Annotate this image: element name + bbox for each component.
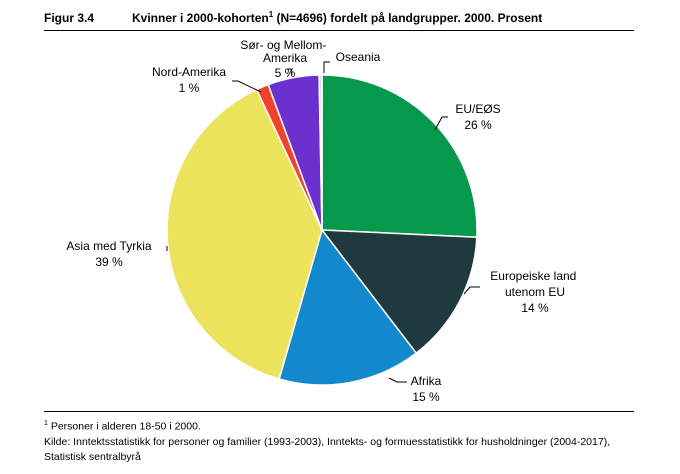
figure-number: Figur 3.4 [44, 11, 95, 25]
leader-line-europeiske-land [463, 286, 480, 295]
slice-label-sor-og-mellom-amerika-line2: Amerika [263, 51, 307, 65]
slice-label-europeiske-land-line1: Europeiske land [490, 269, 576, 283]
slice-label-asia: Asia med Tyrkia [66, 239, 151, 253]
slice-label-eu-eos: EU/EØS [455, 102, 500, 116]
leader-line-sor-og-mellom-amerika [287, 68, 293, 76]
figure-title: Kvinner i 2000-kohorten1 (N=4696) fordel… [132, 10, 543, 25]
pie-slice-oseania [318, 74, 323, 231]
slice-value-nord-amerika: 1 % [179, 81, 200, 95]
top-rule [44, 30, 634, 31]
slice-value-asia: 39 % [95, 255, 123, 269]
leader-line-afrika [388, 377, 407, 383]
slice-label-nord-amerika: Nord-Amerika [152, 65, 226, 79]
leader-line-oseania [323, 61, 330, 73]
source-note: Kilde: Inntektsstatistikk for personer o… [44, 435, 611, 463]
title-footnote-marker: 1 [268, 10, 274, 19]
leader-line-nord-amerika [232, 80, 262, 93]
slice-label-oseania: Oseania [336, 50, 381, 64]
figure-header: Figur 3.4 Kvinner i 2000-kohorten1 (N=469… [44, 10, 634, 25]
bottom-rule [44, 411, 634, 412]
pie-slice-eu-eøs [321, 74, 478, 239]
notes: 1 Personer i alderen 18-50 i 2000. Kilde… [44, 416, 644, 465]
slice-label-afrika: Afrika [411, 374, 442, 388]
footnote-marker: 1 [44, 420, 48, 427]
footnote-text: Personer i alderen 18-50 i 2000. [47, 420, 201, 433]
slice-value-europeiske-land: 14 % [521, 301, 549, 315]
pie-slice-asia-med-tyrkia [166, 88, 323, 380]
pie-slice-europeiske-land-utenom-eu [320, 229, 478, 355]
slice-value-sor-og-mellom-amerika: 5 % [275, 66, 296, 80]
slice-label-sor-og-mellom-amerika: Sør- og Mellom- Amerika [240, 38, 329, 65]
pie-slice-afrika [278, 228, 418, 386]
slice-label-sor-og-mellom-amerika-line1: Sør- og Mellom- [240, 38, 326, 52]
slice-value-afrika: 15 % [412, 390, 440, 404]
slice-label-europeiske-land-line2: utenom EU [505, 285, 565, 299]
footnote: 1 Personer i alderen 18-50 i 2000. [44, 416, 644, 435]
leader-line-eu-eos [434, 116, 448, 131]
slice-label-europeiske-land: Europeiske land utenom EU [490, 269, 579, 299]
slice-value-eu-eos: 26 % [464, 118, 492, 132]
